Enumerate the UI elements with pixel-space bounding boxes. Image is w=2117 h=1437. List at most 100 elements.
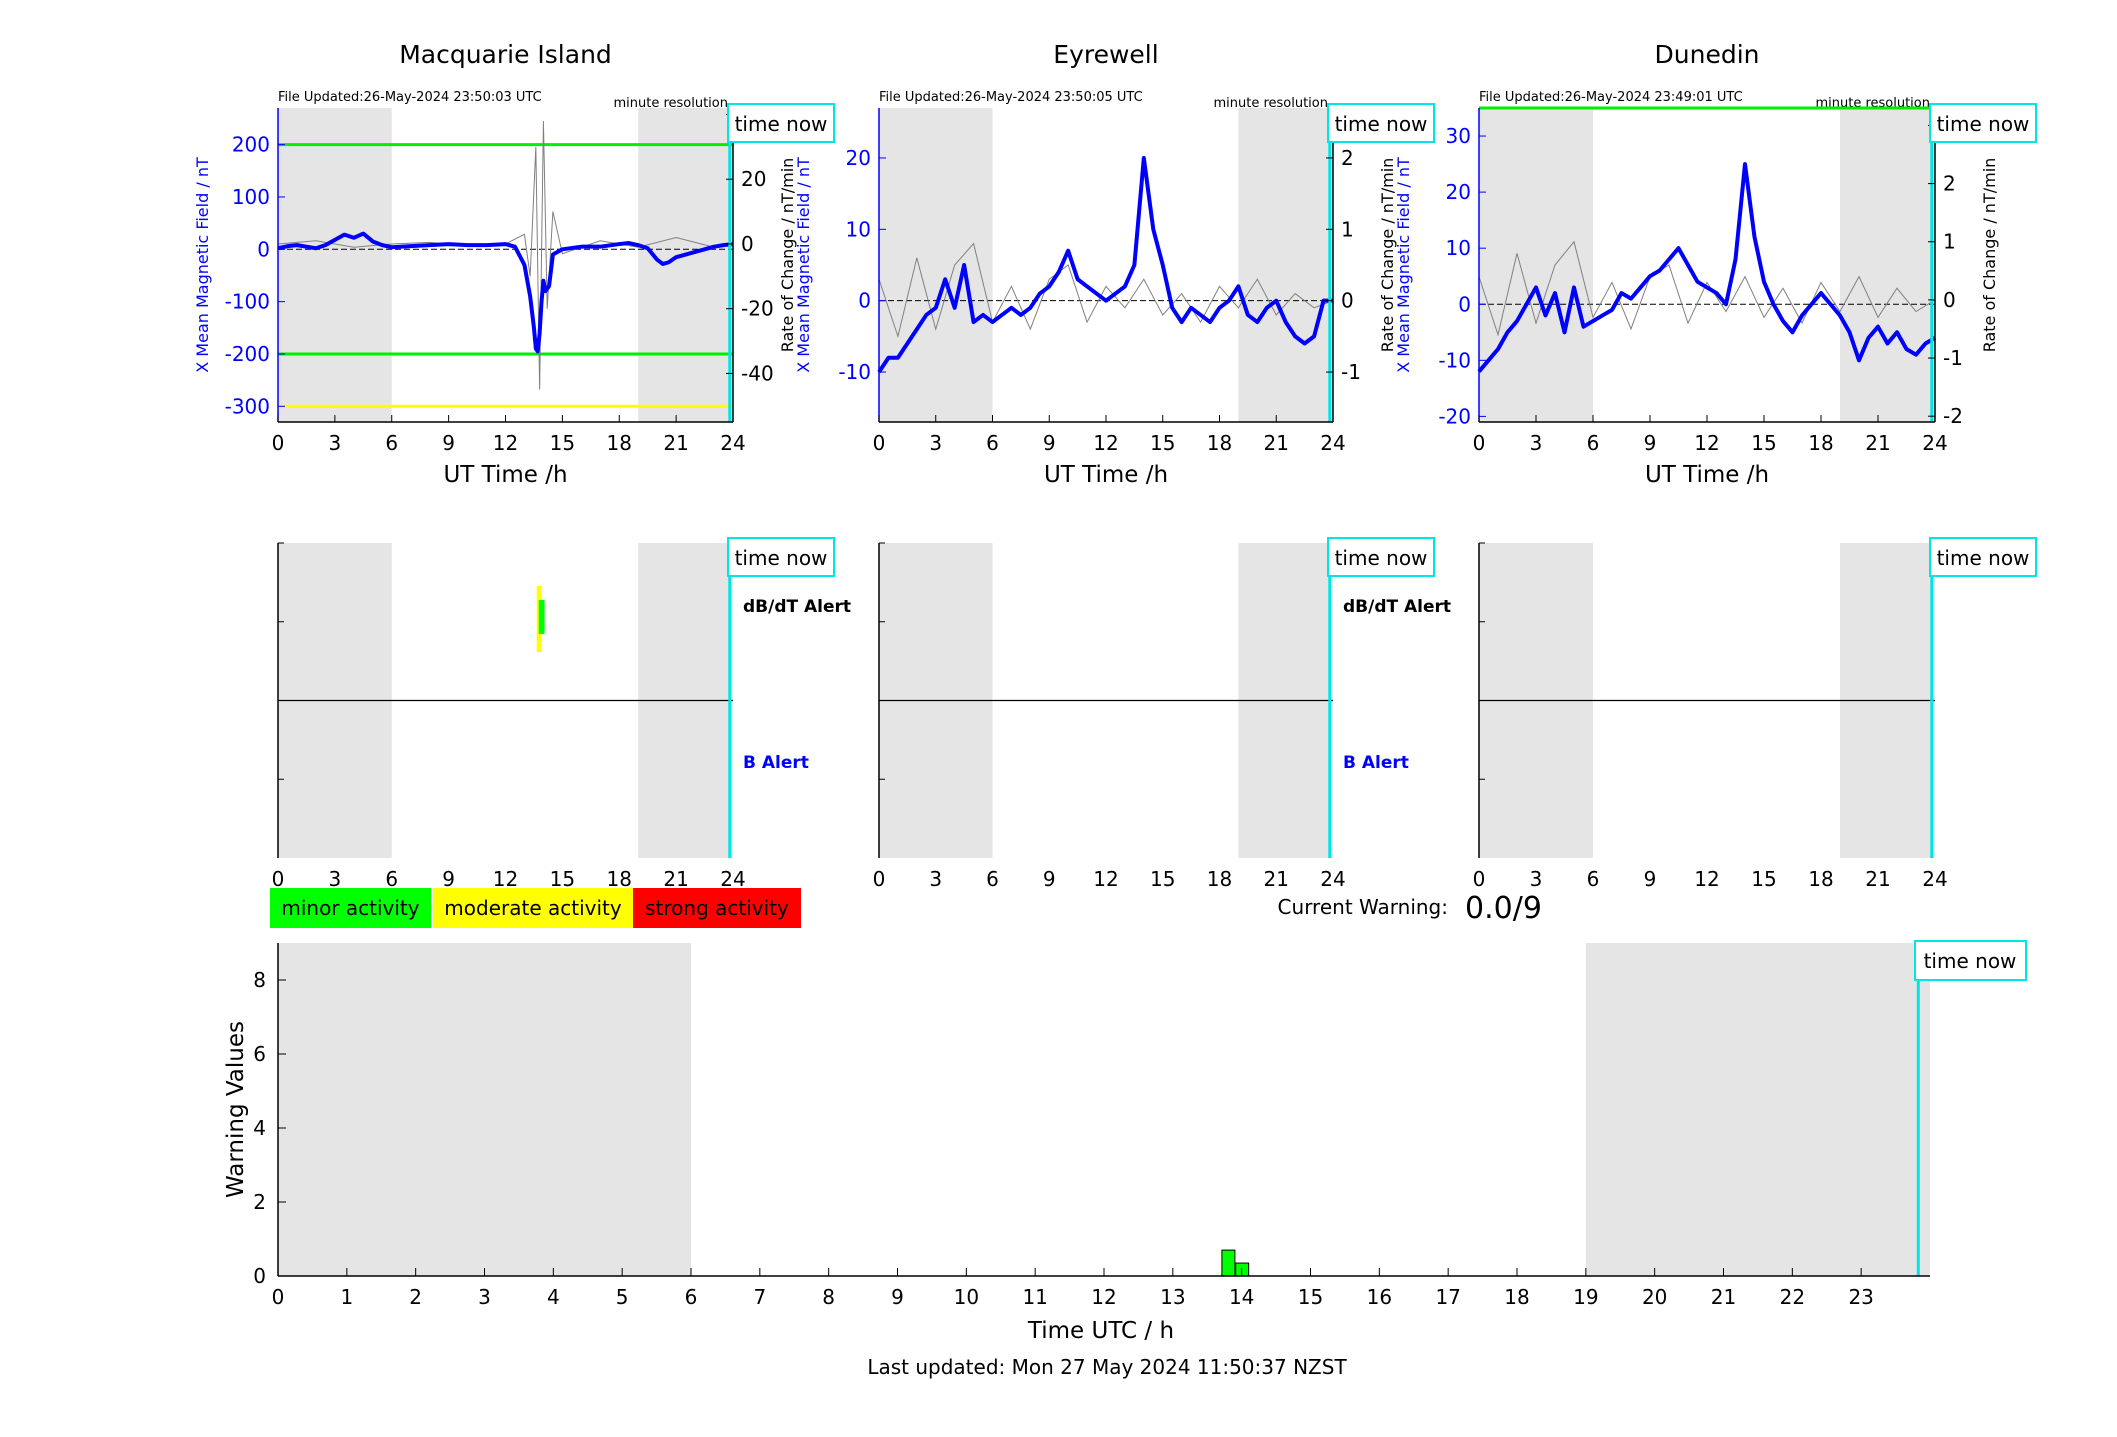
eyrewell-alert-x-tick-label: 24 [1320,867,1345,891]
macquarie-alert-x-tick-label: 0 [272,867,285,891]
dunedin-rate-series [1478,240,1936,337]
eyrewell-minute-resolution: minute resolution [1213,96,1328,111]
warning-x-tick-label: 13 [1160,1285,1185,1309]
eyrewell-right-ylabel: Rate of Change / nT/min [1378,158,1397,353]
dunedin-x-tick-label: 24 [1922,431,1947,455]
macquarie-x-tick-label: 12 [493,431,518,455]
eyrewell-left-tick-label: -10 [838,360,871,384]
warning-x-tick-label: 8 [822,1285,835,1309]
warning-x-tick-label: 2 [409,1285,422,1309]
dunedin-left-tick-label: -20 [1438,404,1471,428]
dunedin-x-tick-label: 12 [1694,431,1719,455]
dunedin-alert-x-tick-label: 15 [1751,867,1776,891]
macquarie-rate-series [277,120,734,390]
warning-night-shade-1 [1585,943,1930,1276]
legend-minor-swatch [270,888,431,928]
dunedin-alert-x-tick-label: 9 [1644,867,1657,891]
eyrewell-alert-x-tick-label: 12 [1093,867,1118,891]
macquarie-right-ylabel: Rate of Change / nT/min [778,158,797,353]
eyrewell-x-tick-label: 24 [1320,431,1345,455]
warning-x-tick-label: 15 [1298,1285,1323,1309]
eyrewell-dbdt-alert-label: dB/dT Alert [1343,597,1451,617]
warning-x-tick-label: 11 [1022,1285,1047,1309]
macquarie-b-alert-label: B Alert [743,753,809,773]
macquarie-x-tick-label: 0 [272,431,285,455]
warning-x-tick-label: 20 [1642,1285,1667,1309]
eyrewell-left-tick-label: 10 [846,217,871,241]
macquarie-night-shade-1 [638,108,733,422]
macquarie-alert-x-tick-label: 24 [720,867,745,891]
warning-x-tick-label: 10 [954,1285,979,1309]
warning-y-tick-label: 6 [253,1042,266,1066]
dunedin-left-ylabel: X Mean Magnetic Field / nT [1394,157,1413,373]
last-updated: Last updated: Mon 27 May 2024 11:50:37 N… [867,1355,1347,1379]
dunedin-xlabel: UT Time /h [1645,462,1769,488]
macquarie-alert-x-tick-label: 21 [663,867,688,891]
warning-x-tick-label: 12 [1091,1285,1116,1309]
eyrewell-b-alert-label: B Alert [1343,753,1409,773]
macquarie-time-now-alert-box [727,537,835,577]
warning-ylabel: Warning Values [223,1021,249,1198]
legend-minor-label: minor activity [281,896,419,920]
dunedin-alert-x-tick-label: 18 [1808,867,1833,891]
warning-x-tick-label: 21 [1711,1285,1736,1309]
warning-x-tick-label: 19 [1573,1285,1598,1309]
eyrewell-x-tick-label: 15 [1150,431,1175,455]
macquarie-alert-x-tick-label: 18 [607,867,632,891]
eyrewell-x-tick-label: 0 [873,431,886,455]
dunedin-alert-x-tick-label: 3 [1530,867,1543,891]
warning-x-tick-label: 17 [1435,1285,1460,1309]
dunedin-x-tick-label: 18 [1808,431,1833,455]
macquarie-right-tick-label: -20 [741,297,774,321]
macquarie-alert-x-tick-label: 3 [329,867,342,891]
eyrewell-alert-x-tick-label: 3 [929,867,942,891]
dunedin-time-now-top-box [1929,103,2037,143]
macquarie-dbdt-minor-mark [538,600,545,634]
eyrewell-x-tick-label: 6 [986,431,999,455]
eyrewell-alert-x-tick-label: 6 [986,867,999,891]
dunedin-alert-x-tick-label: 24 [1922,867,1947,891]
macquarie-right-tick-label: 0 [741,232,754,256]
warning-x-tick-label: 3 [478,1285,491,1309]
eyrewell-xlabel: UT Time /h [1044,462,1168,488]
eyrewell-left-tick-label: 0 [858,289,871,313]
legend-strong-swatch [633,888,801,928]
warning-y-tick-label: 4 [253,1116,266,1140]
macquarie-time-now-top-box [727,103,835,143]
eyrewell-time-now-top-box [1327,103,1435,143]
eyrewell-title: Eyrewell [1053,40,1158,69]
warning-x-tick-label: 6 [685,1285,698,1309]
legend-strong-label: strong activity [645,896,789,920]
warning-time-now-label: time now [1924,949,2017,973]
macquarie-left-tick-label: -100 [225,290,270,314]
macquarie-x-tick-label: 24 [720,431,745,455]
eyrewell-alert-x-tick-label: 18 [1207,867,1232,891]
dunedin-file-updated: File Updated:26-May-2024 23:49:01 UTC [1479,90,1743,105]
eyrewell-time-now-top-label: time now [1335,112,1428,136]
macquarie-left-tick-label: -300 [225,394,270,418]
eyrewell-x-tick-label: 9 [1043,431,1056,455]
warning-xlabel: Time UTC / h [1027,1318,1174,1344]
dunedin-alert-x-tick-label: 21 [1865,867,1890,891]
dunedin-left-tick-label: 20 [1446,180,1471,204]
warning-x-tick-label: 4 [547,1285,560,1309]
macquarie-x-tick-label: 18 [607,431,632,455]
macquarie-right-tick-label: -40 [741,361,774,385]
eyrewell-x-tick-label: 3 [929,431,942,455]
eyrewell-left-tick-label: 20 [846,146,871,170]
dunedin-night-shade-0 [1479,108,1593,422]
panels-layer: Macquarie Island File Updated:26-May-2024… [193,40,2037,1344]
dunedin-right-ylabel: Rate of Change / nT/min [1980,158,1999,353]
warning-x-tick-label: 5 [616,1285,629,1309]
eyrewell-x-tick-label: 18 [1207,431,1232,455]
warning-x-tick-label: 7 [753,1285,766,1309]
macquarie-alert-x-tick-label: 12 [493,867,518,891]
macquarie-time-now-alert-label: time now [735,546,828,570]
macquarie-title: Macquarie Island [399,40,612,69]
warning-x-tick-label: 14 [1229,1285,1254,1309]
dunedin-left-tick-label: 0 [1458,292,1471,316]
warning-x-tick-label: 18 [1504,1285,1529,1309]
dunedin-x-tick-label: 9 [1644,431,1657,455]
legend-moderate-swatch [433,888,633,928]
eyrewell-x-field-series [877,155,1333,374]
